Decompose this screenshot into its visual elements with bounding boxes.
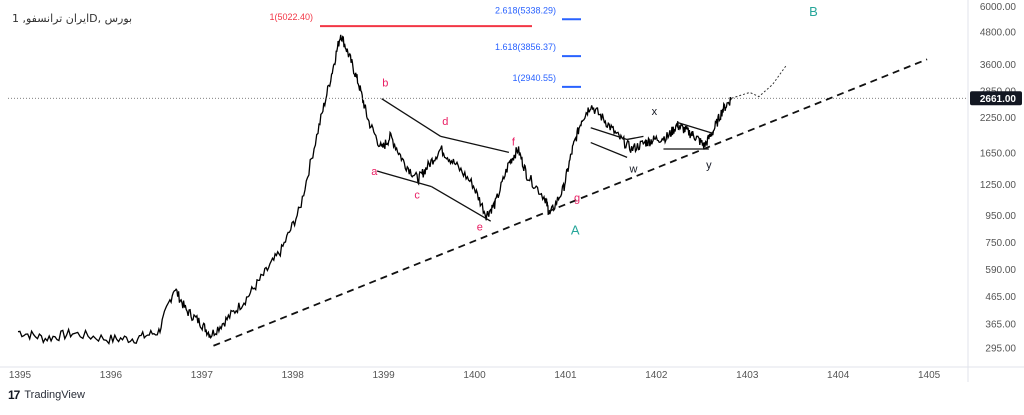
channel-line — [590, 127, 628, 141]
x-tick-label: 1405 — [918, 370, 941, 381]
wave-label-B: B — [809, 4, 818, 19]
x-tick-label: 1402 — [645, 370, 668, 381]
wave-label-x: x — [652, 106, 658, 118]
channel-line — [376, 170, 432, 188]
last-price-badge — [970, 91, 1022, 106]
footer: 17 TradingView — [8, 388, 85, 402]
wave-label-g: g — [574, 193, 580, 205]
x-tick-label: 1398 — [282, 370, 305, 381]
axes: 295.00 365.00 465.00 590.00 750.00 950.00 1250… — [0, 0, 1024, 382]
price-series: 2661.00 — [8, 34, 1022, 345]
channel-line — [590, 141, 628, 158]
y-tick-label: 4800.00 — [980, 27, 1017, 38]
channel-line — [431, 186, 492, 222]
y-tick-label: 590.00 — [985, 265, 1016, 276]
x-tick-label: 1401 — [554, 370, 577, 381]
y-tick-label: 750.00 — [985, 238, 1016, 249]
x-tick-label: 1400 — [463, 370, 486, 381]
trendlines — [213, 58, 928, 347]
channel-line — [676, 121, 714, 135]
wave-label-w: w — [628, 164, 637, 176]
y-tick-label: 465.00 — [985, 292, 1016, 303]
x-tick-label: 1395 — [9, 370, 32, 381]
fib-label: 1(5022.40) — [269, 12, 313, 22]
price-line — [17, 34, 733, 345]
wave-label-b: b — [382, 78, 388, 90]
y-tick-label: 1650.00 — [980, 148, 1017, 159]
y-tick-label: 2250.00 — [980, 113, 1017, 124]
wave-label-c: c — [414, 189, 420, 201]
tradingview-logo-icon: 17 — [8, 388, 20, 402]
fib-label: 1.618(3856.37) — [495, 42, 556, 52]
wave-label-y: y — [706, 160, 712, 172]
wave-label-e: e — [477, 221, 483, 233]
fib-label: 2.618(5338.29) — [495, 5, 556, 15]
wave-label-f: f — [512, 137, 516, 149]
x-tick-label: 1403 — [736, 370, 759, 381]
wave-labels: a b c d e f g w x y A B — [371, 4, 817, 238]
wave-label-a: a — [371, 166, 378, 178]
symbol-title: بورس ,Dایران ترانسفو, 1 — [12, 12, 133, 25]
support-trendline — [213, 58, 928, 347]
y-tick-label: 950.00 — [985, 211, 1016, 222]
x-tick-label: 1397 — [191, 370, 214, 381]
x-tick-label: 1396 — [100, 370, 123, 381]
x-tick-label: 1399 — [373, 370, 396, 381]
last-price-label: 2661.00 — [980, 94, 1017, 105]
y-tick-label: 295.00 — [985, 344, 1016, 355]
fib-levels: 2.618(5338.29) 1.618(3856.37) 1(2940.55) 1(… — [269, 5, 581, 88]
projection-path — [731, 65, 787, 99]
brand-text: TradingView — [24, 389, 85, 401]
y-tick-label: 1250.00 — [980, 180, 1017, 191]
y-tick-label: 3600.00 — [980, 60, 1017, 71]
y-tick-label: 6000.00 — [980, 2, 1017, 13]
channel-line — [440, 135, 510, 154]
wave-label-A: A — [571, 223, 580, 238]
wave-label-d: d — [442, 116, 448, 128]
x-tick-label: 1404 — [827, 370, 850, 381]
fib-label: 1(2940.55) — [512, 73, 556, 83]
channel-line — [626, 135, 644, 141]
y-tick-label: 365.00 — [985, 320, 1016, 331]
channel-line — [381, 98, 442, 137]
